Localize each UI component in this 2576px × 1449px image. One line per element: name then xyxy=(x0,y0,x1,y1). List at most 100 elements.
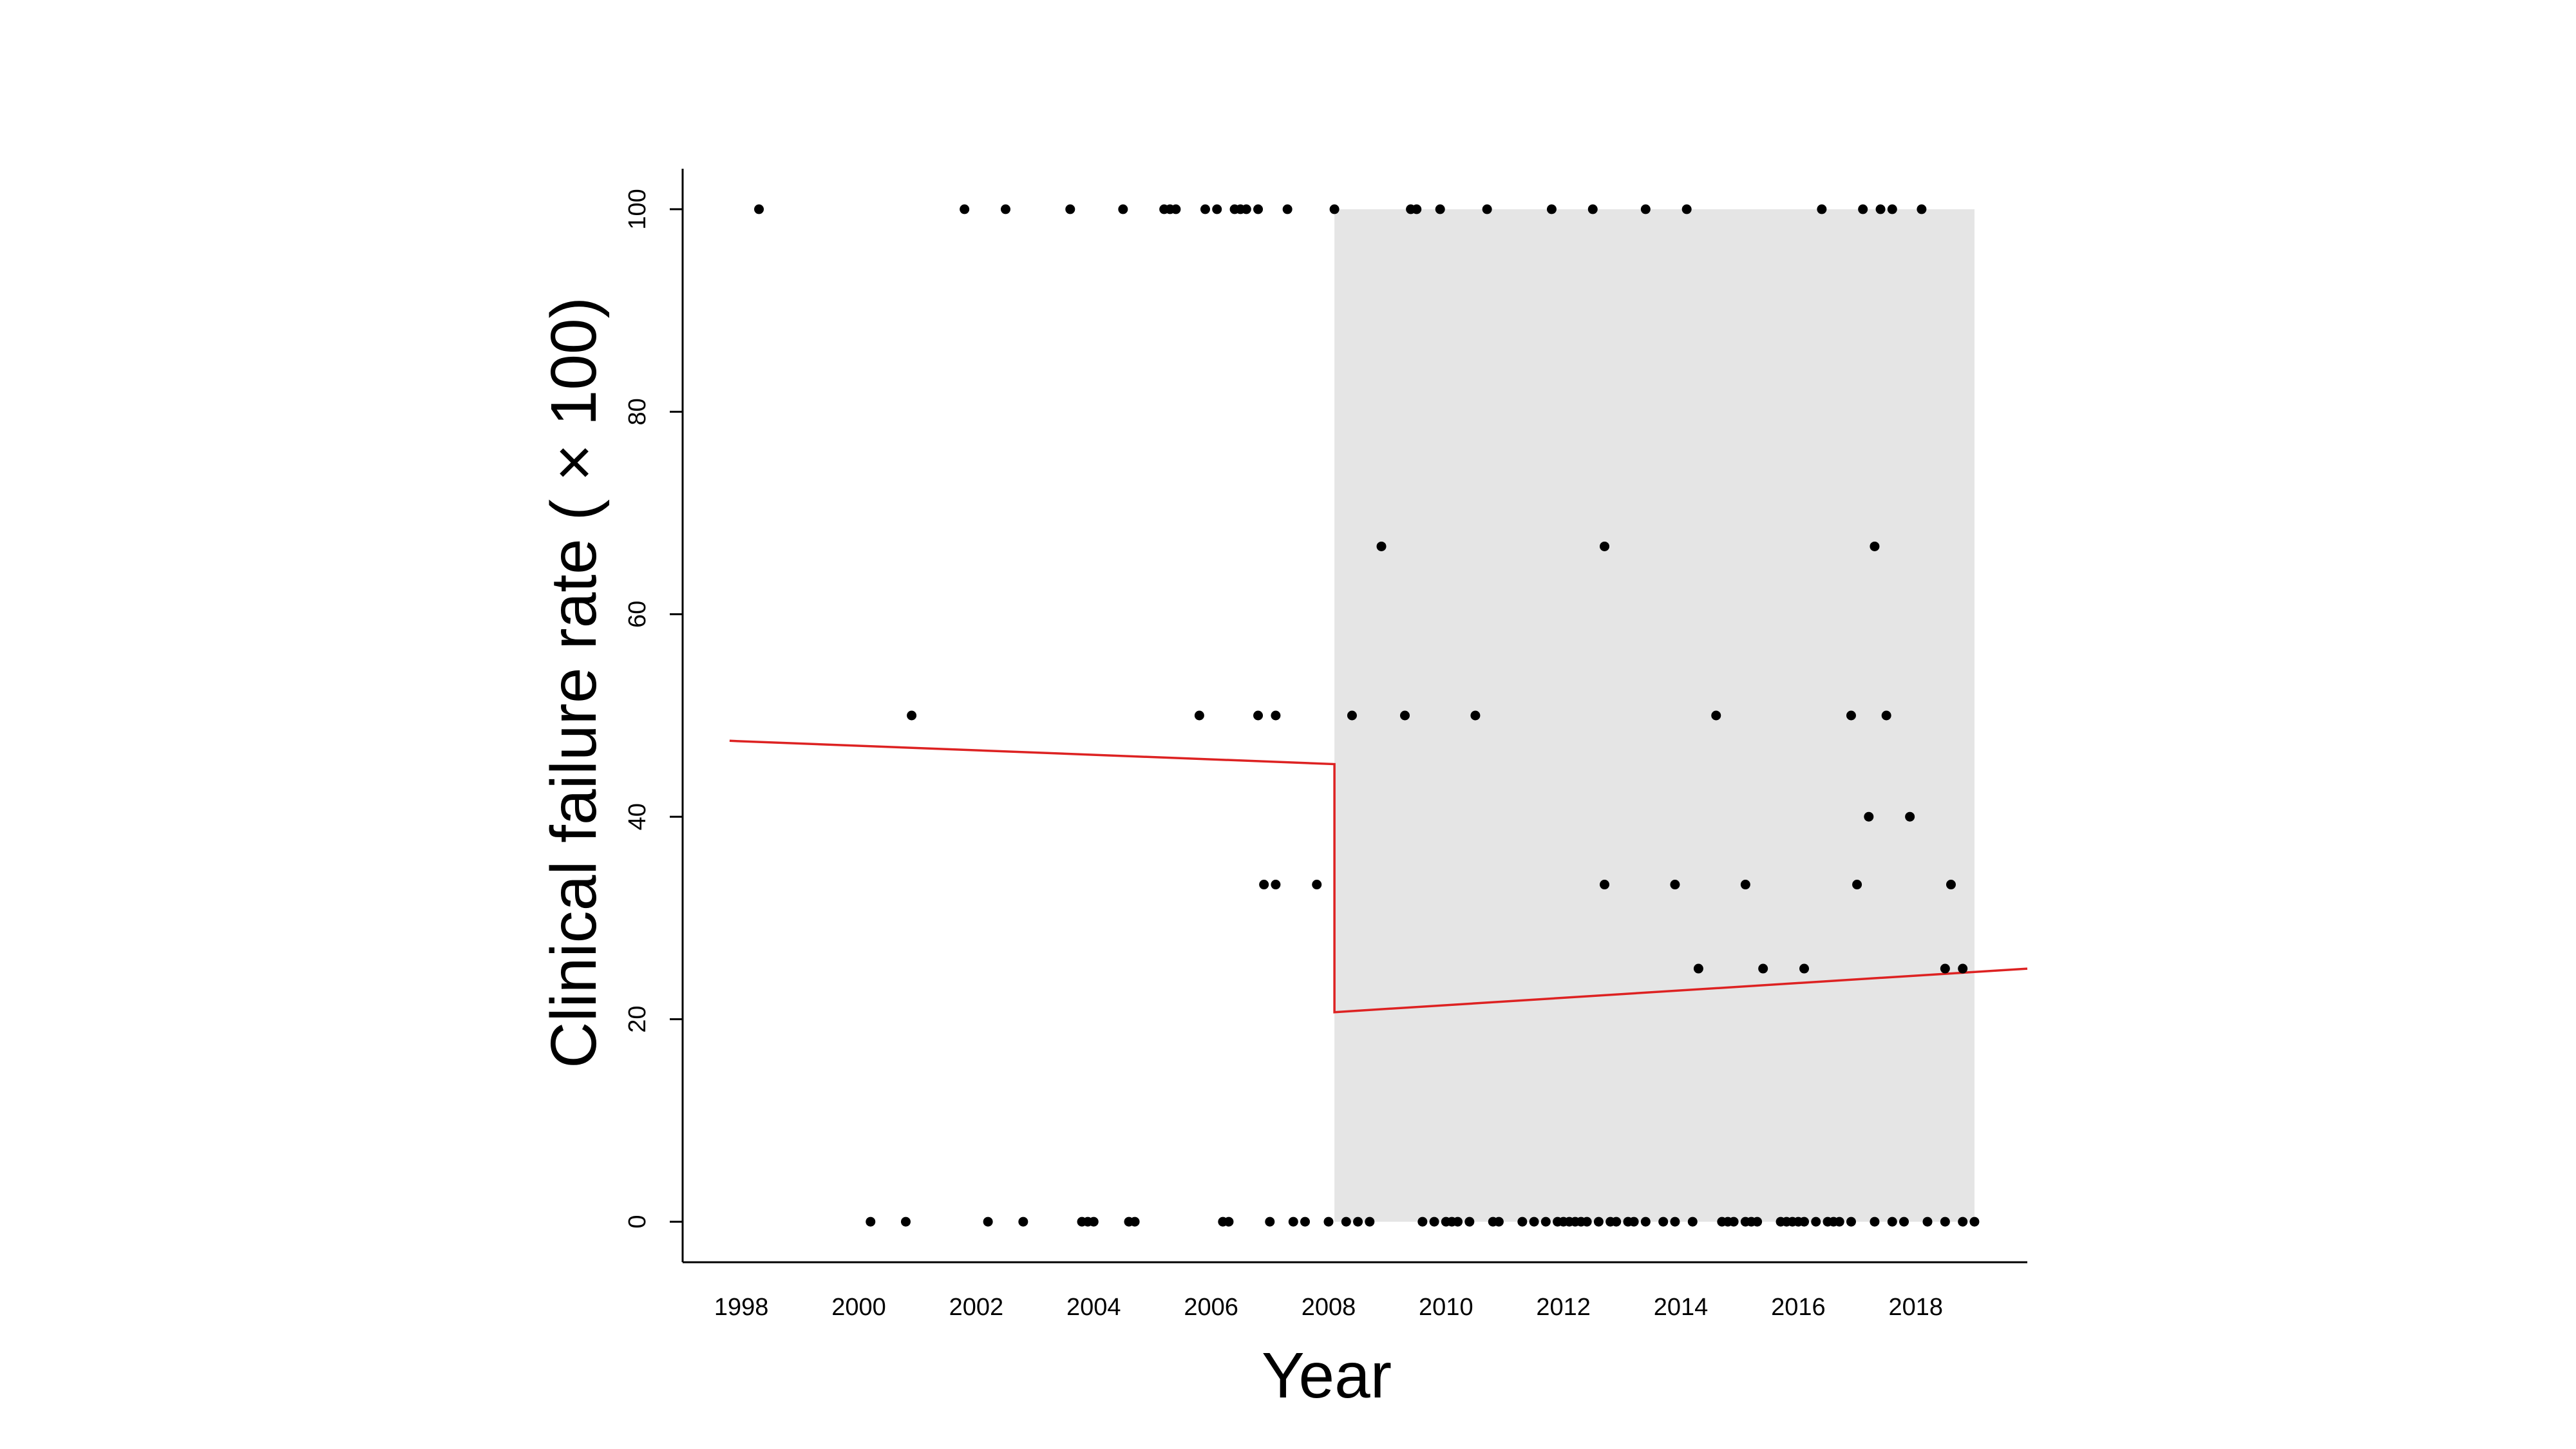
data-point xyxy=(1429,1217,1439,1227)
data-point xyxy=(1693,963,1703,974)
trend-line xyxy=(729,739,2028,1014)
x-tick-label: 2008 xyxy=(1302,1294,1356,1321)
data-point xyxy=(1752,1217,1763,1227)
data-point xyxy=(1940,963,1950,974)
data-point xyxy=(1464,1217,1475,1227)
data-point xyxy=(1875,204,1886,214)
data-point xyxy=(983,1217,993,1227)
data-point xyxy=(1640,1217,1651,1227)
data-point xyxy=(1587,204,1598,214)
data-point xyxy=(1194,710,1204,721)
data-point xyxy=(1253,204,1264,214)
data-point xyxy=(1600,880,1610,890)
y-axis-title: Clinical failure rate ( × 100) xyxy=(538,297,610,1068)
data-point xyxy=(1946,880,1956,890)
data-point xyxy=(1482,204,1492,214)
data-point xyxy=(1846,1217,1856,1227)
data-point xyxy=(1353,1217,1363,1227)
data-point xyxy=(1881,710,1891,721)
data-point xyxy=(1870,541,1880,551)
data-point xyxy=(1887,204,1897,214)
data-point xyxy=(1365,1217,1375,1227)
data-point xyxy=(1300,1217,1310,1227)
data-point xyxy=(960,204,970,214)
data-point xyxy=(1212,204,1222,214)
data-point xyxy=(1834,1217,1844,1227)
data-point xyxy=(1858,204,1868,214)
y-tick-label: 60 xyxy=(624,601,651,628)
y-tick-label: 40 xyxy=(624,803,651,830)
data-point xyxy=(1540,1217,1551,1227)
data-point xyxy=(1852,880,1862,890)
data-point xyxy=(1312,880,1322,890)
shaded-region xyxy=(1334,209,1975,1222)
data-point xyxy=(907,710,917,721)
data-point xyxy=(1658,1217,1669,1227)
data-point xyxy=(1329,204,1340,214)
data-point xyxy=(1271,710,1281,721)
data-point xyxy=(1088,1217,1099,1227)
data-point xyxy=(1171,204,1181,214)
data-point xyxy=(1517,1217,1528,1227)
x-tick-label: 2016 xyxy=(1771,1294,1826,1321)
data-point xyxy=(1347,710,1357,721)
data-point xyxy=(1611,1217,1622,1227)
data-point xyxy=(1582,1217,1592,1227)
data-point xyxy=(1640,204,1651,214)
data-point xyxy=(1905,811,1915,822)
data-point xyxy=(1265,1217,1275,1227)
data-point xyxy=(1417,1217,1428,1227)
data-point xyxy=(1253,710,1264,721)
data-point xyxy=(1435,204,1445,214)
data-point xyxy=(1200,204,1210,214)
data-point xyxy=(1282,204,1293,214)
shaded-region-layer xyxy=(1334,209,1975,1222)
data-point xyxy=(1529,1217,1539,1227)
y-tick-label: 80 xyxy=(624,398,651,425)
data-point xyxy=(1958,1217,1968,1227)
data-point xyxy=(1811,1217,1821,1227)
y-tick-label: 20 xyxy=(624,1006,651,1033)
data-point xyxy=(1259,880,1269,890)
x-tick-label: 2006 xyxy=(1184,1294,1238,1321)
data-point xyxy=(1018,1217,1028,1227)
data-point xyxy=(1670,880,1680,890)
x-axis-title: Year xyxy=(1262,1340,1392,1412)
data-point xyxy=(754,204,764,214)
data-point xyxy=(1118,204,1128,214)
data-point xyxy=(1400,710,1410,721)
data-point xyxy=(1740,880,1750,890)
data-point xyxy=(1271,880,1281,890)
data-point xyxy=(1846,710,1856,721)
data-point xyxy=(900,1217,911,1227)
data-point xyxy=(1130,1217,1140,1227)
data-point xyxy=(1917,204,1927,214)
data-point xyxy=(1687,1217,1698,1227)
x-tick-label: 2010 xyxy=(1419,1294,1473,1321)
data-point xyxy=(1799,1217,1810,1227)
data-point xyxy=(1969,1217,1980,1227)
data-point xyxy=(1799,963,1810,974)
data-point xyxy=(1758,963,1768,974)
data-point xyxy=(1922,1217,1933,1227)
data-point xyxy=(1341,1217,1351,1227)
data-point xyxy=(1323,1217,1334,1227)
data-point xyxy=(1470,710,1481,721)
x-tick-label: 2012 xyxy=(1536,1294,1591,1321)
data-point xyxy=(1864,811,1874,822)
data-point xyxy=(1546,204,1557,214)
data-point xyxy=(866,1217,876,1227)
data-point xyxy=(1224,1217,1234,1227)
data-point xyxy=(1493,1217,1504,1227)
axes-layer: 0 20 40 60 80 100 1998 2000 2002 2004 2006 2008 2010… xyxy=(624,169,2027,1321)
data-point xyxy=(1065,204,1075,214)
data-point xyxy=(1453,1217,1463,1227)
data-point xyxy=(1600,541,1610,551)
data-point xyxy=(1958,963,1968,974)
x-tick-label: 2002 xyxy=(949,1294,1004,1321)
trend-line-layer xyxy=(729,739,2028,1014)
data-point xyxy=(1629,1217,1639,1227)
data-points-layer xyxy=(754,204,1980,1227)
data-point xyxy=(1376,541,1387,551)
